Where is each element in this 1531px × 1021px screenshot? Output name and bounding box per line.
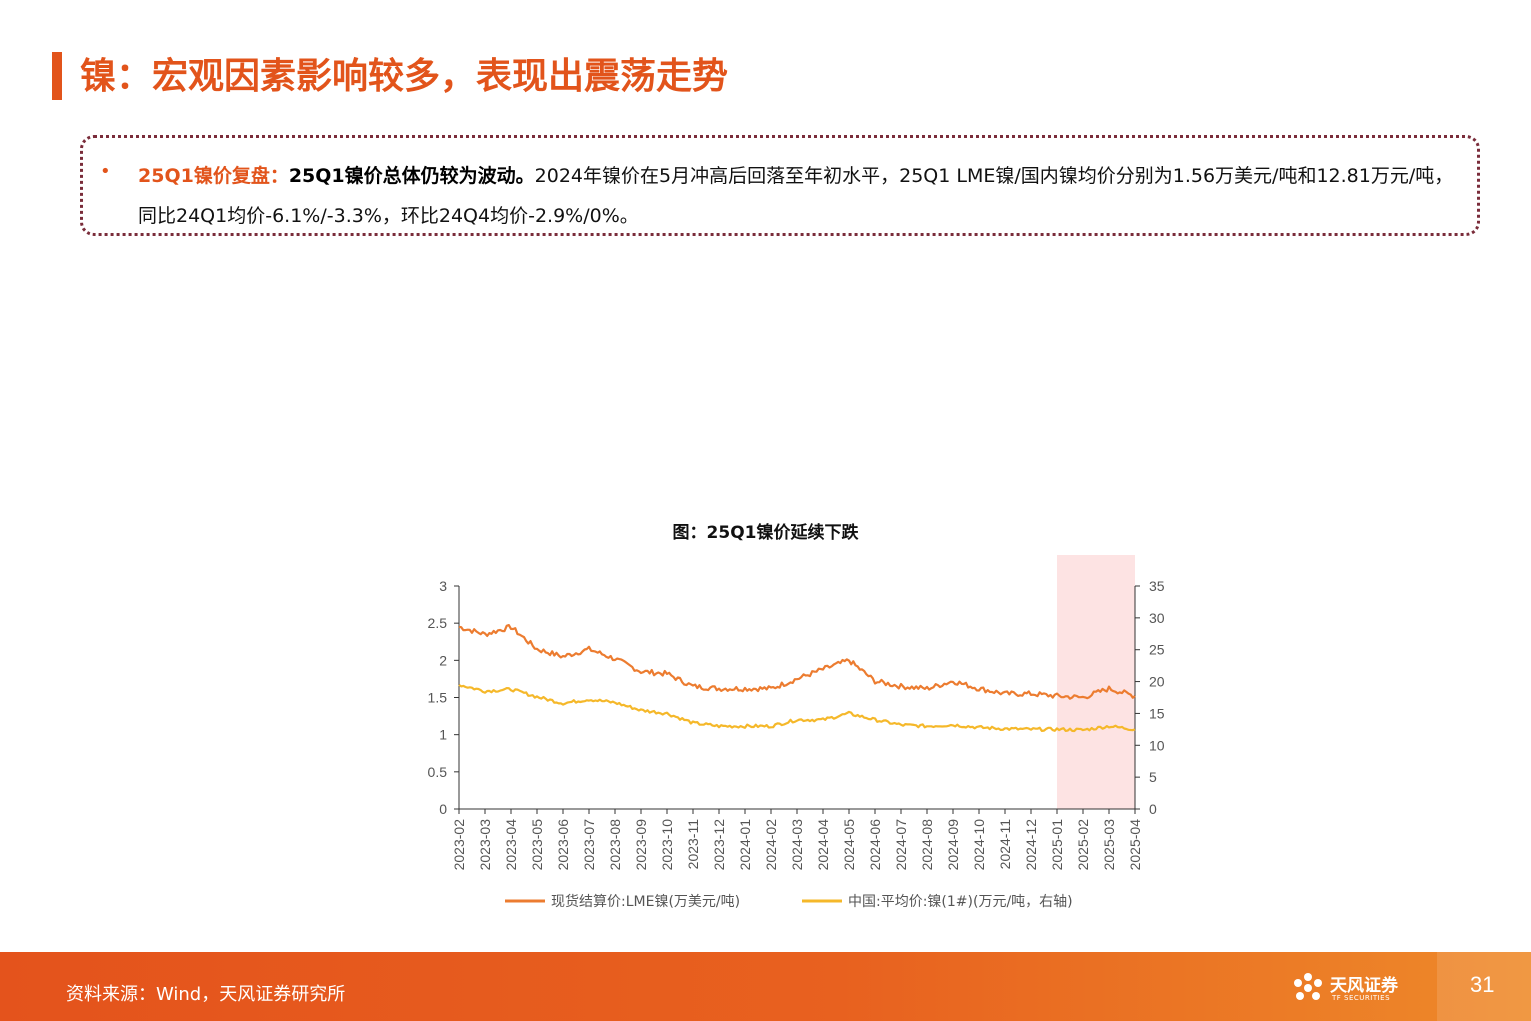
x-tick-label: 2023-04: [503, 819, 519, 871]
y-right-tick-label: 30: [1149, 610, 1165, 626]
y-right-tick-label: 20: [1149, 674, 1165, 690]
x-tick-label: 2024-05: [841, 819, 857, 871]
title-accent-bar: [52, 52, 62, 100]
x-tick-label: 2024-09: [945, 819, 961, 871]
page-number: 31: [1470, 972, 1495, 997]
x-tick-label: 2024-04: [815, 819, 831, 871]
x-tick-label: 2023-03: [477, 819, 493, 871]
company-logo: 天风证券 TF SECURITIES: [1290, 968, 1410, 1008]
summary-label: 25Q1镍价复盘：: [138, 165, 289, 187]
x-tick-label: 2024-12: [1023, 819, 1039, 871]
x-tick-label: 2023-11: [685, 819, 701, 870]
y-left-tick-label: 2.5: [428, 615, 448, 631]
x-tick-label: 2024-08: [919, 819, 935, 871]
x-tick-label: 2025-01: [1049, 819, 1065, 871]
x-tick-label: 2024-10: [971, 819, 987, 871]
y-right-tick-label: 35: [1149, 578, 1165, 594]
x-tick-label: 2024-02: [763, 819, 779, 871]
summary-box: [80, 135, 1480, 236]
x-tick-label: 2024-07: [893, 819, 909, 871]
y-left-tick-label: 2: [439, 652, 447, 668]
y-left-tick-label: 0.5: [428, 764, 448, 780]
legend-label-2: 中国:平均价:镍(1#)(万元/吨，右轴): [848, 894, 1073, 910]
summary-bullet: •: [100, 161, 111, 182]
summary-body: 2024年镍价在5月冲高后回落至年初水平，25Q1 LME镍/国内镍均价分别为1…: [138, 165, 1454, 227]
chart-title: 图：25Q1镍价延续下跌: [672, 523, 859, 543]
x-tick-label: 2025-03: [1101, 819, 1117, 871]
series-line-1: [458, 624, 1136, 700]
logo-text-cn: 天风证券: [1330, 976, 1398, 996]
x-tick-label: 2024-06: [867, 819, 883, 871]
summary-headline: 25Q1镍价总体仍较为波动。: [288, 165, 535, 187]
x-tick-label: 2023-06: [555, 819, 571, 871]
x-tick-label: 2024-11: [997, 819, 1013, 870]
y-right-tick-label: 5: [1149, 769, 1157, 785]
page-title: 镍：宏观因素影响较多，表现出震荡走势: [80, 56, 729, 97]
x-tick-label: 2024-01: [737, 819, 753, 871]
x-tick-label: 2025-04: [1127, 819, 1143, 871]
y-right-tick-label: 0: [1149, 801, 1157, 817]
x-tick-label: 2024-03: [789, 819, 805, 871]
x-tick-label: 2025-02: [1075, 819, 1091, 871]
summary-text: 25Q1镍价复盘：25Q1镍价总体仍较为波动。2024年镍价在5月冲高后回落至年…: [138, 156, 1468, 236]
logo-text-en: TF SECURITIES: [1332, 994, 1391, 1002]
x-tick-label: 2023-08: [607, 819, 623, 871]
x-tick-label: 2023-05: [529, 819, 545, 871]
y-left-tick-label: 3: [439, 578, 447, 594]
x-tick-label: 2023-02: [451, 819, 467, 871]
x-tick-label: 2023-09: [633, 819, 649, 871]
highlight-band: [1057, 555, 1135, 809]
footer-bar: [0, 952, 1531, 1021]
legend-label-1: 现货结算价:LME镍(万美元/吨): [551, 893, 740, 910]
y-right-tick-label: 10: [1149, 737, 1165, 753]
footer-source: 资料来源：Wind，天风证券研究所: [66, 984, 346, 1005]
series-line-2: [458, 683, 1136, 733]
y-right-tick-label: 25: [1149, 642, 1165, 658]
y-left-tick-label: 0: [439, 801, 447, 817]
x-tick-label: 2023-10: [659, 819, 675, 871]
logo-flower-icon: [1294, 973, 1322, 1000]
y-left-tick-label: 1: [439, 727, 447, 743]
page-number-box: [1437, 952, 1531, 1021]
x-tick-label: 2023-12: [711, 819, 727, 871]
x-tick-label: 2023-07: [581, 819, 597, 871]
y-right-tick-label: 15: [1149, 705, 1165, 721]
y-left-tick-label: 1.5: [428, 690, 448, 706]
